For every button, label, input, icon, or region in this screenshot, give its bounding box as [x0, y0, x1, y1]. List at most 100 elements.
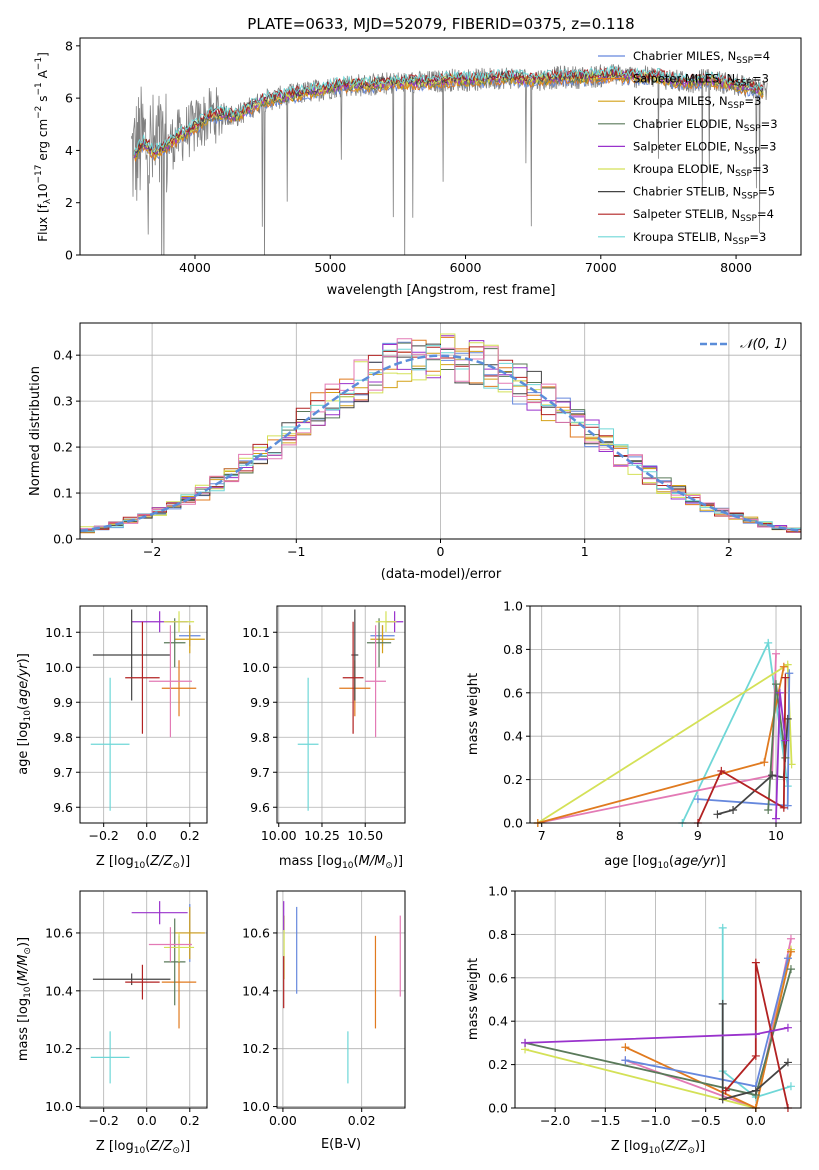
- x-tick-label: 7000: [585, 260, 617, 275]
- weight-vs-metallicity-panel: −2.0 −1.5 −1.0 −0.5 0.0 0.0 0.2 0.4 0.6 0.8 1.0 Z…: [466, 884, 802, 1156]
- age-vs-mass-xlabel: mass [log10(M/M⊙)]: [279, 854, 403, 871]
- y-tick-label: 4: [65, 143, 73, 158]
- x-tick-label: 0.02: [348, 1113, 376, 1128]
- weight-marker: [772, 814, 781, 823]
- x-tick-label: 8000: [720, 260, 752, 275]
- y-tick-label: 10.6: [242, 925, 270, 940]
- y-tick-label: 9.8: [53, 730, 73, 745]
- y-tick-label: 10.2: [242, 1041, 270, 1056]
- y-tick-label: 0.4: [488, 1014, 508, 1029]
- weight-line: [721, 1003, 789, 1101]
- weight-marker: [786, 965, 795, 974]
- y-tick-label: 10.0: [45, 1099, 73, 1114]
- x-tick-label: 4000: [179, 260, 211, 275]
- y-tick-label: 0.4: [53, 348, 73, 363]
- weight-marker: [786, 947, 795, 956]
- weight-marker: [751, 958, 760, 967]
- legend-label: Salpeter MILES, NSSP=3: [633, 72, 769, 89]
- age-vs-metallicity-errorbars: [90, 609, 205, 811]
- mass-vs-extinction-xlabel: E(B-V): [321, 1137, 361, 1152]
- weight-vs-metallicity-x-ticks: −2.0 −1.5 −1.0 −0.5 0.0: [540, 1108, 766, 1128]
- normal-reference-curve: [79, 354, 802, 533]
- y-tick-label: 0.2: [488, 1057, 508, 1072]
- age-vs-metallicity-ylabel: age [log10(age/yr)]: [16, 653, 33, 775]
- weight-marker: [621, 1043, 630, 1052]
- mass-vs-metallicity-ylabel: mass [log10(M/M⊙)]: [16, 937, 33, 1061]
- weight-vs-age-y-ticks: 0.0 0.2 0.4 0.6 0.8 1.0: [503, 599, 530, 831]
- spectrum-plot-area: [131, 64, 768, 255]
- mass-vs-extinction-panel: 0.00 0.02 10.0 10.2 10.4 10.6 E(B-V): [242, 890, 406, 1152]
- x-tick-label: 10.50: [347, 828, 383, 843]
- weight-marker: [786, 1082, 795, 1091]
- x-tick-label: 5000: [314, 260, 346, 275]
- age-vs-metallicity-frame: [79, 605, 208, 824]
- y-tick-label: 0.6: [503, 685, 523, 700]
- spectrum-y-ticks: 0 2 4 6 8: [65, 38, 80, 263]
- x-tick-label: 8: [616, 828, 624, 843]
- x-tick-label: 0.2: [180, 1113, 200, 1128]
- y-tick-label: 0.8: [488, 927, 508, 942]
- spectrum-ylabel: Flux [fλ10−17 erg cm−2 s−1 A−1]: [34, 52, 53, 242]
- residual-xlabel: (data-model)/error: [381, 567, 502, 582]
- weight-marker: [521, 1038, 530, 1047]
- x-tick-label: −2: [143, 544, 161, 559]
- legend-label: Salpeter ELODIE, NSSP=3: [633, 139, 776, 156]
- x-tick-label: −0.2: [88, 828, 118, 843]
- residual-ylabel: Normed distribution: [28, 366, 43, 496]
- weight-line: [524, 968, 792, 1097]
- legend-label: Kroupa STELIB, NSSP=3: [633, 230, 766, 247]
- x-tick-label: 10.00: [261, 828, 297, 843]
- weight-marker: [764, 638, 773, 647]
- weight-marker: [772, 680, 781, 689]
- weight-vs-metallicity-y-ticks: 0.0 0.2 0.4 0.6 0.8 1.0: [488, 884, 515, 1116]
- weight-marker: [718, 1095, 727, 1104]
- mass-vs-extinction-errorbars: [283, 901, 401, 1084]
- weight-marker: [764, 805, 773, 814]
- weight-line: [537, 663, 793, 824]
- x-tick-label: 1: [581, 544, 589, 559]
- y-tick-label: 0: [65, 248, 73, 263]
- weight-line: [697, 677, 787, 824]
- weight-line: [524, 949, 792, 1110]
- weight-marker: [783, 1023, 792, 1032]
- x-tick-label: 10.25: [304, 828, 340, 843]
- weight-marker: [717, 766, 726, 775]
- weight-vs-metallicity-lines: [521, 923, 795, 1112]
- y-tick-label: 0.0: [503, 816, 523, 831]
- residual-histogram-step: [79, 338, 801, 539]
- legend-label: Chabrier STELIB, NSSP=5: [633, 185, 775, 202]
- age-vs-metallicity-x-ticks: −0.2 0.0 0.2: [88, 823, 200, 843]
- legend-label: Kroupa ELODIE, NSSP=3: [633, 162, 769, 179]
- y-tick-label: 0.0: [53, 532, 73, 547]
- residual-legend: 𝒩(0, 1): [700, 337, 787, 352]
- weight-marker: [781, 673, 790, 682]
- x-tick-label: −1.0: [640, 1113, 670, 1128]
- y-tick-label: 0.8: [503, 642, 523, 657]
- x-tick-label: −0.5: [690, 1113, 720, 1128]
- y-tick-label: 9.7: [250, 765, 270, 780]
- model-spectrum-line: [133, 64, 764, 156]
- weight-vs-age-ylabel: mass weight: [466, 673, 481, 755]
- legend-label: Chabrier ELODIE, NSSP=3: [633, 117, 778, 134]
- x-tick-label: 0.0: [746, 1113, 766, 1128]
- weight-marker: [693, 795, 702, 804]
- figure-title: PLATE=0633, MJD=52079, FIBERID=0375, z=0…: [247, 15, 634, 33]
- mass-vs-metallicity-xlabel: Z [log10(Z/Z⊙)]: [96, 1139, 190, 1156]
- weight-marker: [781, 736, 790, 745]
- residual-histograms: [79, 333, 802, 539]
- y-tick-label: 9.9: [53, 695, 73, 710]
- weight-vs-age-lines: [533, 638, 796, 827]
- x-tick-label: −0.2: [88, 1113, 118, 1128]
- weight-vs-age-panel: 7 8 9 10 0.0 0.2 0.4 0.6 0.8 1.0 age [log10(age/…: [466, 599, 802, 871]
- weight-marker: [783, 1058, 792, 1067]
- weight-vs-age-x-ticks: 7 8 9 10: [538, 823, 784, 843]
- weight-marker: [751, 1086, 760, 1095]
- age-vs-mass-panel: 10.00 10.25 10.50 9.6 9.7 9.8 9.9 10.0 10.1 mas…: [242, 605, 406, 871]
- x-tick-label: 0.0: [137, 828, 157, 843]
- weight-line: [537, 653, 777, 824]
- age-vs-mass-errorbars: [297, 609, 404, 811]
- y-tick-label: 0.3: [53, 394, 73, 409]
- weight-marker: [718, 923, 727, 932]
- spectrum-xlabel: wavelength [Angstrom, rest frame]: [327, 283, 556, 298]
- weight-marker: [751, 1030, 760, 1039]
